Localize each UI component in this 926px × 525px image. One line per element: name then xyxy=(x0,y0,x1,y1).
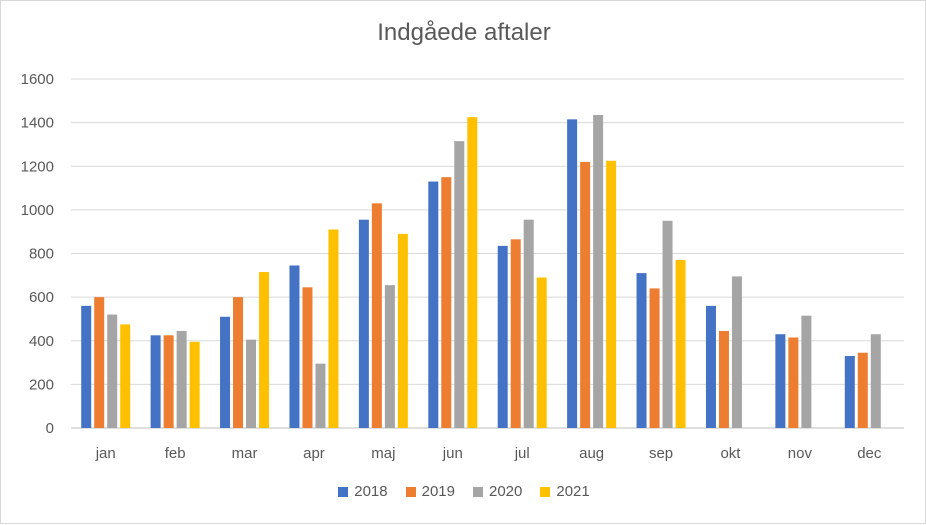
bar-2018-jun xyxy=(428,181,439,428)
bar-2018-apr xyxy=(289,265,300,428)
y-tick-label: 1400 xyxy=(21,115,54,132)
bar-2021-jun xyxy=(467,117,478,428)
bar-2019-aug xyxy=(580,161,591,428)
x-tick-label: apr xyxy=(303,445,325,462)
x-tick-label: jan xyxy=(95,445,116,462)
legend-item: 2020 xyxy=(473,483,522,500)
bar-2018-jan xyxy=(81,305,92,428)
y-tick-label: 1600 xyxy=(21,71,54,88)
legend-swatch xyxy=(405,486,416,497)
legend-label: 2021 xyxy=(556,483,590,500)
bar-2020-feb xyxy=(176,330,187,428)
legend-label: 2018 xyxy=(354,483,388,500)
bar-2019-jan xyxy=(94,297,105,428)
bar-2020-okt xyxy=(731,276,742,428)
bar-2021-sep xyxy=(675,260,686,428)
bar-2020-dec xyxy=(870,334,881,428)
bar-2018-mar xyxy=(220,316,231,428)
legend-item: 2019 xyxy=(405,483,455,500)
y-tick-label: 400 xyxy=(29,333,54,350)
x-tick-label: aug xyxy=(579,445,604,462)
bar-2019-okt xyxy=(718,330,729,428)
bar-2018-okt xyxy=(705,305,716,428)
bar-2018-maj xyxy=(358,219,369,428)
bar-2020-apr xyxy=(315,363,326,428)
bar-2019-dec xyxy=(857,352,868,428)
y-tick-label: 0 xyxy=(46,420,54,437)
legend-swatch xyxy=(473,486,483,497)
bar-2020-jul xyxy=(523,219,534,428)
bar-2021-jul xyxy=(536,277,547,428)
bar-2018-nov xyxy=(775,334,786,428)
legend-label: 2019 xyxy=(421,483,455,500)
bar-2020-sep xyxy=(662,220,673,428)
y-tick-label: 1200 xyxy=(21,158,54,175)
bar-2021-apr xyxy=(328,229,339,428)
x-tick-label: okt xyxy=(720,445,741,462)
bar-2019-jun xyxy=(441,177,452,428)
bar-2018-aug xyxy=(567,119,578,429)
bar-2020-nov xyxy=(801,315,812,428)
x-tick-label: jun xyxy=(442,445,463,462)
x-tick-label: mar xyxy=(232,445,258,462)
bar-2021-aug xyxy=(606,160,617,428)
legend-item: 2021 xyxy=(540,483,590,500)
bar-2021-maj xyxy=(397,233,408,428)
x-tick-label: dec xyxy=(857,445,882,462)
bar-2019-jul xyxy=(510,239,521,428)
y-tick-label: 1000 xyxy=(21,202,54,219)
x-tick-label: nov xyxy=(788,445,813,462)
legend-swatch xyxy=(338,486,349,497)
bar-2020-aug xyxy=(593,114,604,428)
x-tick-label: feb xyxy=(165,445,186,462)
bar-2018-jul xyxy=(497,245,508,428)
bar-2019-maj xyxy=(371,203,382,428)
legend-label: 2020 xyxy=(489,483,523,500)
chart-title: Indgåede aftaler xyxy=(377,19,551,46)
bar-2021-feb xyxy=(189,341,200,428)
y-tick-label: 200 xyxy=(29,376,54,393)
bar-2021-jan xyxy=(120,324,131,428)
bar-2020-jun xyxy=(454,141,465,428)
bar-2019-mar xyxy=(233,297,244,428)
bar-2018-dec xyxy=(844,356,855,428)
x-tick-label: sep xyxy=(649,445,673,462)
y-tick-label: 800 xyxy=(29,246,54,263)
x-tick-label: maj xyxy=(371,445,395,462)
bar-2020-mar xyxy=(246,339,257,428)
bar-2018-feb xyxy=(150,335,161,428)
x-tick-label: jul xyxy=(514,445,530,462)
bar-2019-apr xyxy=(302,287,313,428)
bar-2021-mar xyxy=(259,272,270,428)
legend-swatch xyxy=(540,486,551,497)
legend: 2018 2019 2020 2021 xyxy=(1,483,926,500)
y-tick-label: 600 xyxy=(29,289,54,306)
bar-2019-feb xyxy=(163,335,174,428)
bar-2018-sep xyxy=(636,273,647,428)
bar-2019-sep xyxy=(649,288,660,428)
bar-2019-nov xyxy=(788,337,799,428)
bar-2020-maj xyxy=(384,285,395,428)
bar-2020-jan xyxy=(107,314,118,428)
legend-item: 2018 xyxy=(338,483,388,500)
